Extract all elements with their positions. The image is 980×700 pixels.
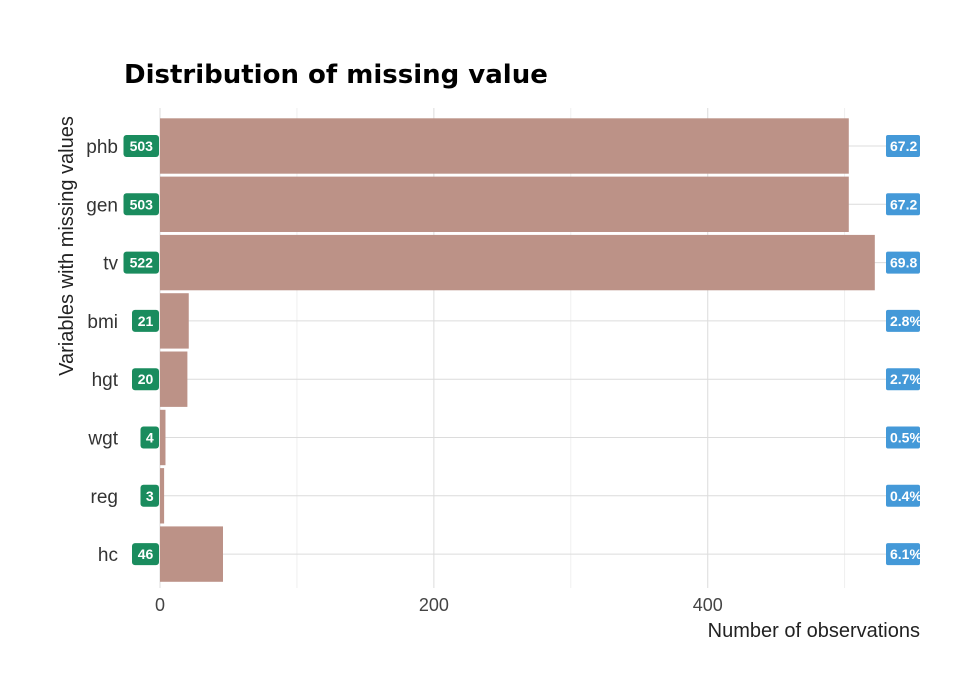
percent-badges: 67.2 67.2 69.8 2.8% 2.7% 0.5% 0.4% 6.1%	[886, 135, 922, 566]
bar-gen	[160, 176, 849, 232]
svg-text:503: 503	[130, 138, 154, 154]
bar-bmi	[160, 293, 189, 349]
x-tick-label: 0	[155, 595, 165, 615]
category-label: hgt	[92, 370, 119, 391]
category-label: gen	[86, 195, 118, 216]
category-label: phb	[86, 137, 118, 158]
bar-reg	[160, 468, 165, 524]
bar-wgt	[160, 409, 166, 466]
x-axis-title: Number of observations	[708, 620, 920, 642]
x-tick-labels: 0 200 400	[155, 595, 723, 615]
svg-text:67.2: 67.2	[890, 138, 917, 154]
svg-text:69.8: 69.8	[890, 255, 917, 271]
chart-title: Distribution of missing value	[124, 60, 548, 90]
svg-text:4: 4	[146, 430, 154, 446]
percent-badge: 69.8	[886, 251, 920, 274]
category-label: tv	[103, 254, 118, 275]
percent-badge: 0.5%	[886, 426, 922, 449]
svg-text:20: 20	[138, 371, 154, 387]
bar-hc	[160, 526, 223, 582]
bars	[160, 118, 875, 582]
svg-text:2.8%: 2.8%	[890, 313, 922, 329]
percent-badge: 0.4%	[886, 484, 922, 507]
percent-badge: 6.1%	[886, 543, 922, 566]
percent-badge: 67.2	[886, 135, 920, 157]
percent-badge: 2.8%	[886, 309, 922, 332]
count-badge: 46	[132, 543, 159, 566]
bar-phb	[160, 118, 849, 174]
count-badge: 3	[140, 484, 159, 507]
count-badge: 503	[123, 193, 159, 216]
svg-text:21: 21	[138, 313, 154, 329]
category-label: wgt	[87, 429, 118, 450]
svg-text:522: 522	[130, 255, 154, 271]
count-badge: 503	[123, 135, 159, 157]
count-badge: 20	[132, 368, 159, 391]
svg-text:0.5%: 0.5%	[890, 430, 922, 446]
x-tick-label: 200	[419, 595, 449, 615]
percent-badge: 2.7%	[886, 368, 922, 391]
svg-text:503: 503	[130, 196, 154, 212]
count-badge: 21	[132, 309, 159, 332]
bar-hgt	[160, 351, 188, 407]
count-badge: 4	[140, 426, 159, 449]
svg-text:3: 3	[146, 488, 154, 504]
svg-text:46: 46	[138, 546, 154, 562]
count-badges: 503 503 522 21 20 4 3 46	[123, 135, 159, 566]
percent-badge: 67.2	[886, 193, 920, 216]
svg-text:2.7%: 2.7%	[890, 371, 922, 387]
y-axis-title: Variables with missing values	[56, 116, 78, 376]
category-label: hc	[98, 545, 118, 566]
category-label: bmi	[87, 312, 118, 333]
svg-text:0.4%: 0.4%	[890, 488, 922, 504]
count-badge: 522	[123, 251, 159, 274]
svg-text:67.2: 67.2	[890, 196, 917, 212]
svg-text:6.1%: 6.1%	[890, 546, 922, 562]
category-label: reg	[91, 487, 118, 508]
bar-tv	[160, 234, 875, 291]
x-tick-label: 400	[693, 595, 723, 615]
category-labels: phb gen tv bmi hgt wgt reg hc	[86, 137, 118, 566]
